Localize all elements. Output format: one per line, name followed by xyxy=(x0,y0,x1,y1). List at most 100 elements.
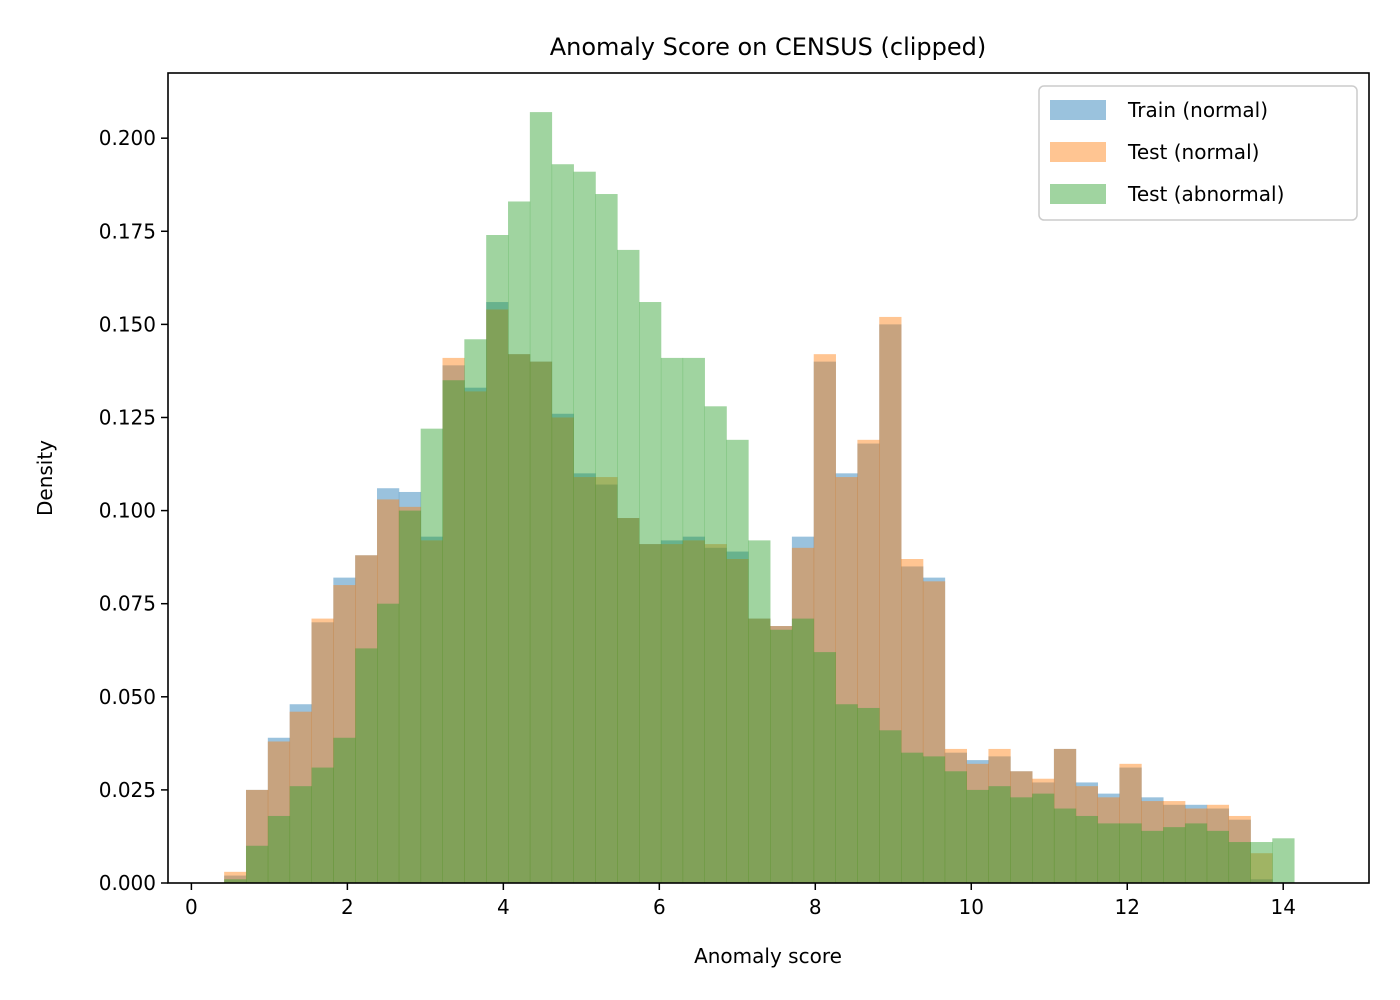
y-axis-label: Density xyxy=(33,440,57,516)
bar-test-normal-28 xyxy=(835,477,858,883)
bar-test-normal-30 xyxy=(879,316,902,883)
bar-test-abnormal-21 xyxy=(682,357,705,883)
bar-test-abnormal-14 xyxy=(529,112,553,884)
bar-test-normal-21 xyxy=(682,540,705,883)
chart-title: Anomaly Score on CENSUS (clipped) xyxy=(550,33,987,61)
bar-test-abnormal-8 xyxy=(398,510,422,883)
x-tick-label-2: 4 xyxy=(497,895,510,919)
bar-train-normal-13 xyxy=(508,354,531,883)
plot-frame xyxy=(167,72,1370,884)
bar-test-abnormal-0 xyxy=(224,879,247,883)
bar-train-normal-30 xyxy=(879,324,902,883)
bar-test-normal-6 xyxy=(355,555,378,883)
bar-train-normal-16 xyxy=(573,473,596,883)
bar-test-abnormal-30 xyxy=(879,730,902,883)
bar-test-normal-1 xyxy=(245,789,269,883)
y-tick-label-4: 0.100 xyxy=(99,499,156,523)
bar-test-normal-17 xyxy=(595,477,618,883)
bar-test-abnormal-13 xyxy=(508,201,531,884)
bars-layer xyxy=(224,112,1295,884)
bar-test-normal-19 xyxy=(639,544,662,883)
bar-test-normal-18 xyxy=(617,518,640,883)
bar-test-normal-26 xyxy=(791,547,815,883)
bar-test-abnormal-37 xyxy=(1032,793,1055,883)
bar-test-normal-40 xyxy=(1097,797,1120,883)
legend-swatch-test-abnormal xyxy=(1050,184,1106,204)
bar-train-normal-32 xyxy=(922,577,946,883)
bar-train-normal-19 xyxy=(639,544,662,883)
bar-train-normal-6 xyxy=(355,555,378,883)
bar-test-abnormal-11 xyxy=(464,339,487,883)
bar-train-normal-17 xyxy=(595,484,618,883)
legend-label-train-normal: Train (normal) xyxy=(1127,98,1268,122)
bar-test-normal-22 xyxy=(704,544,727,883)
bar-test-normal-11 xyxy=(464,391,487,883)
bar-test-abnormal-15 xyxy=(551,164,574,884)
bar-test-abnormal-9 xyxy=(420,428,443,883)
bar-test-abnormal-29 xyxy=(857,707,880,883)
bar-train-normal-3 xyxy=(289,704,312,883)
bar-train-normal-4 xyxy=(311,622,334,883)
bar-test-abnormal-1 xyxy=(245,845,269,883)
x-tick-label-5: 10 xyxy=(959,895,984,919)
bar-train-normal-22 xyxy=(704,547,727,883)
bar-test-normal-37 xyxy=(1032,778,1055,883)
bar-train-normal-33 xyxy=(944,752,967,883)
bar-train-normal-39 xyxy=(1075,782,1099,883)
bar-train-normal-37 xyxy=(1032,782,1055,883)
bar-train-normal-23 xyxy=(726,551,749,883)
bar-test-normal-9 xyxy=(420,540,443,883)
x-tick-label-3: 6 xyxy=(653,895,666,919)
x-tick-label-1: 2 xyxy=(341,895,354,919)
series-test-abnormal xyxy=(224,112,1295,884)
bar-test-normal-47 xyxy=(1250,853,1273,883)
x-axis: 0 2 4 6 8 10 12 14 xyxy=(185,883,1296,919)
bar-test-normal-15 xyxy=(551,417,574,883)
bar-test-abnormal-34 xyxy=(966,789,989,883)
bar-test-normal-20 xyxy=(660,544,684,883)
y-tick-label-3: 0.075 xyxy=(99,592,156,616)
y-tick-label-1: 0.025 xyxy=(99,778,156,802)
bar-test-abnormal-18 xyxy=(617,249,640,883)
bar-train-normal-7 xyxy=(377,488,400,883)
bar-test-abnormal-36 xyxy=(1010,797,1033,883)
bar-train-normal-36 xyxy=(1010,771,1033,883)
bar-test-abnormal-31 xyxy=(901,752,924,883)
bar-test-normal-27 xyxy=(813,354,836,883)
x-tick-label-0: 0 xyxy=(185,895,198,919)
legend: Train (normal) Test (normal) Test (abnor… xyxy=(1038,85,1358,221)
bar-train-normal-9 xyxy=(420,536,443,883)
bar-train-normal-10 xyxy=(442,365,465,884)
bar-train-normal-40 xyxy=(1097,793,1120,883)
bar-test-abnormal-40 xyxy=(1097,823,1120,883)
x-tick-label-4: 8 xyxy=(809,895,822,919)
y-axis: 0.000 0.025 0.050 0.075 0.100 0.125 0.150 0.175… xyxy=(99,126,168,895)
bar-test-abnormal-42 xyxy=(1141,830,1164,883)
bar-test-abnormal-2 xyxy=(267,815,291,883)
bar-train-normal-34 xyxy=(966,760,989,883)
bar-test-abnormal-32 xyxy=(922,756,946,883)
bar-test-abnormal-33 xyxy=(944,771,967,883)
bar-test-normal-2 xyxy=(267,741,291,883)
bar-test-abnormal-43 xyxy=(1163,827,1186,883)
bar-train-normal-5 xyxy=(333,577,356,883)
bar-test-abnormal-45 xyxy=(1206,830,1230,883)
legend-frame xyxy=(1038,85,1358,221)
y-tick-label-0: 0.000 xyxy=(99,871,156,895)
bar-train-normal-43 xyxy=(1163,804,1186,883)
x-tick-label-6: 12 xyxy=(1115,895,1140,919)
legend-swatch-train-normal xyxy=(1050,100,1106,120)
y-tick-label-2: 0.050 xyxy=(99,685,156,709)
bar-test-normal-16 xyxy=(573,477,596,883)
series-test-normal xyxy=(224,309,1273,884)
bar-test-abnormal-10 xyxy=(442,380,465,883)
bar-test-normal-36 xyxy=(1010,771,1033,883)
y-tick-label-5: 0.125 xyxy=(99,405,156,429)
bar-test-abnormal-25 xyxy=(770,629,793,883)
bar-train-normal-25 xyxy=(770,626,793,883)
bar-test-normal-14 xyxy=(529,361,553,883)
bar-test-normal-4 xyxy=(311,618,334,883)
bar-test-abnormal-5 xyxy=(333,737,356,883)
legend-swatch-test-normal xyxy=(1050,142,1106,162)
bar-test-normal-35 xyxy=(988,748,1011,883)
